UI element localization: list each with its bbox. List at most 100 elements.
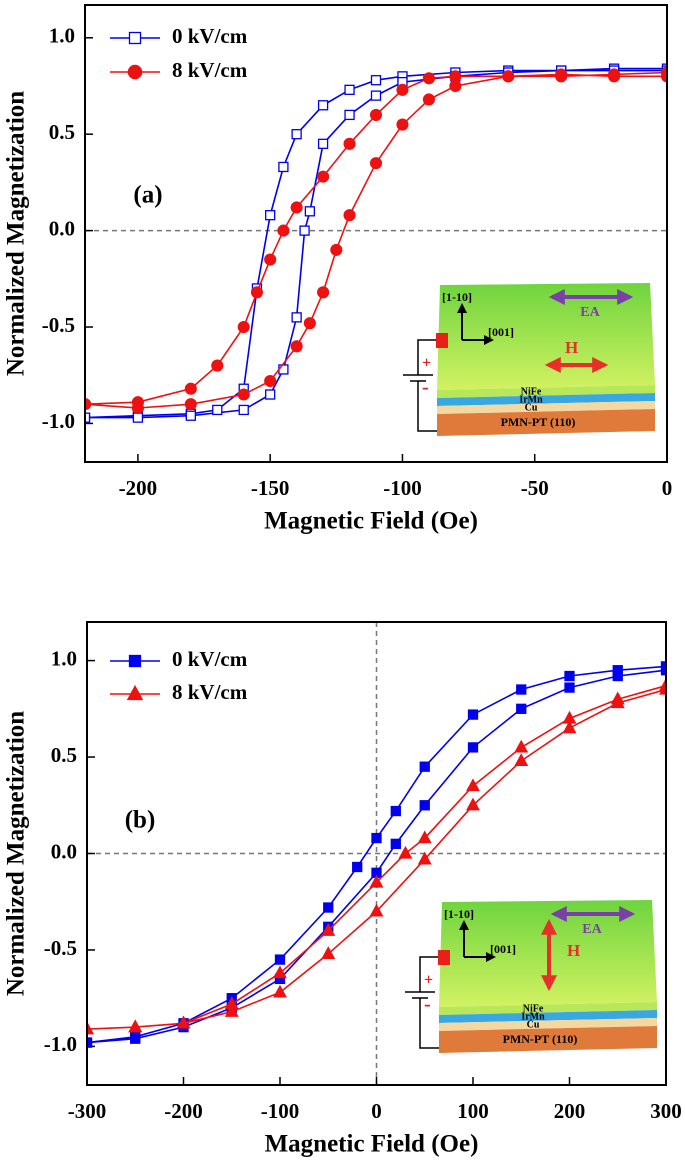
field-label: H bbox=[565, 338, 578, 357]
data-point bbox=[127, 64, 143, 80]
y-tick-label: 1.0 bbox=[51, 646, 77, 670]
data-point bbox=[343, 137, 356, 150]
data-point bbox=[265, 389, 276, 400]
legend-label: 8 kV/cm bbox=[172, 58, 248, 82]
x-tick-label: 200 bbox=[554, 1099, 586, 1123]
data-point bbox=[419, 800, 430, 811]
data-point bbox=[185, 410, 196, 421]
y-tick-label: 0.5 bbox=[49, 120, 75, 144]
layer-label: IrMn bbox=[521, 1011, 545, 1022]
data-point bbox=[317, 286, 330, 299]
polarity-label: + bbox=[424, 972, 433, 989]
y-tick-label: 1.0 bbox=[49, 24, 75, 48]
data-point bbox=[128, 654, 142, 668]
plot-area bbox=[87, 661, 666, 1048]
data-point bbox=[317, 170, 330, 183]
data-point bbox=[396, 83, 409, 96]
data-point bbox=[87, 1037, 93, 1048]
x-tick-label: -100 bbox=[261, 1099, 300, 1123]
data-point bbox=[321, 923, 336, 936]
legend-label: 8 kV/cm bbox=[172, 680, 248, 704]
polarity-label: - bbox=[424, 994, 431, 1016]
data-point bbox=[352, 861, 363, 873]
x-axis-title: Magnetic Field (Oe) bbox=[264, 508, 478, 535]
data-point bbox=[323, 902, 334, 913]
data-point bbox=[278, 364, 289, 375]
layer bbox=[439, 1018, 657, 1031]
x-tick-label: -150 bbox=[251, 476, 290, 500]
data-point bbox=[317, 138, 329, 149]
data-point bbox=[419, 761, 430, 772]
data-point bbox=[184, 382, 197, 395]
data-point bbox=[303, 317, 316, 330]
data-point bbox=[344, 109, 355, 121]
y-tick-label: 0.5 bbox=[51, 743, 77, 767]
data-point bbox=[422, 93, 435, 106]
electrode bbox=[436, 333, 448, 348]
data-point bbox=[273, 984, 287, 998]
plot-area bbox=[85, 63, 667, 423]
data-point bbox=[390, 805, 401, 817]
data-point bbox=[211, 359, 224, 372]
data-point bbox=[514, 753, 529, 767]
layer bbox=[437, 385, 655, 398]
plot-frame bbox=[84, 4, 668, 463]
y-axis-title: Normalized Magnetization bbox=[3, 91, 30, 376]
data-point bbox=[417, 851, 432, 865]
data-point bbox=[467, 742, 479, 753]
data-point bbox=[564, 682, 575, 693]
series-line bbox=[85, 67, 667, 419]
data-point bbox=[265, 210, 276, 221]
data-point bbox=[659, 681, 666, 695]
legend-label: 0 kV/cm bbox=[172, 24, 248, 48]
layer-label: NiFe bbox=[523, 1003, 544, 1014]
y-axis-title: Normalized Magnetization bbox=[3, 711, 30, 996]
data-point bbox=[264, 253, 277, 266]
data-point bbox=[370, 90, 382, 101]
data-point bbox=[238, 404, 249, 416]
layer bbox=[437, 409, 655, 436]
data-point bbox=[176, 1015, 191, 1029]
data-point bbox=[132, 412, 144, 423]
data-point bbox=[417, 830, 432, 844]
data-point bbox=[398, 845, 413, 859]
plot-frame bbox=[86, 621, 667, 1086]
layer-label: IrMn bbox=[519, 394, 543, 405]
axis-label: [001] bbox=[490, 942, 516, 956]
data-point bbox=[516, 684, 527, 695]
data-point bbox=[291, 312, 302, 323]
data-point bbox=[369, 108, 383, 121]
layer bbox=[439, 1026, 657, 1053]
data-point bbox=[299, 225, 310, 236]
y-tick-label: -0.5 bbox=[44, 936, 77, 960]
data-point bbox=[564, 670, 575, 682]
data-point bbox=[250, 286, 264, 299]
data-point bbox=[237, 388, 250, 401]
layer bbox=[439, 1010, 657, 1023]
x-tick-label: -200 bbox=[119, 476, 158, 500]
layer bbox=[437, 393, 655, 406]
data-point bbox=[343, 209, 356, 222]
data-point bbox=[131, 401, 144, 415]
data-point bbox=[126, 684, 144, 701]
data-point bbox=[369, 874, 384, 888]
data-point bbox=[290, 340, 303, 353]
data-point bbox=[290, 201, 303, 214]
x-tick-label: -50 bbox=[521, 476, 549, 500]
data-point bbox=[321, 946, 336, 959]
data-point bbox=[612, 670, 623, 682]
x-tick-label: 300 bbox=[650, 1099, 682, 1123]
data-point bbox=[304, 206, 316, 217]
y-tick-label: -1.0 bbox=[42, 409, 75, 433]
data-point bbox=[330, 243, 343, 256]
data-point bbox=[396, 118, 409, 131]
data-point bbox=[502, 70, 515, 83]
data-point bbox=[467, 709, 479, 720]
easy-axis-label: EA bbox=[582, 922, 602, 937]
data-point bbox=[128, 31, 142, 45]
panel-label: (b) bbox=[125, 807, 156, 834]
data-point bbox=[466, 778, 480, 792]
polarity-label: - bbox=[422, 377, 429, 399]
y-tick-label: 0.0 bbox=[51, 839, 77, 863]
